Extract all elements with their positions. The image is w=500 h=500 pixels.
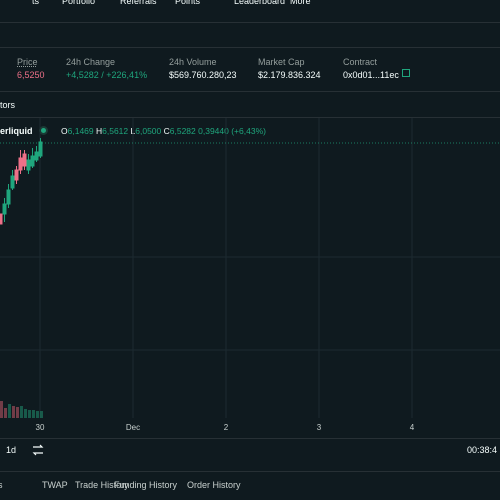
nav-item[interactable]: Referrals	[120, 0, 157, 6]
close: 6,5282	[169, 126, 196, 136]
stat-label: Contract	[343, 57, 378, 67]
tab[interactable]: Funding History	[114, 480, 178, 490]
divider	[0, 438, 500, 439]
label: O	[61, 126, 68, 136]
divider	[0, 117, 500, 118]
x-tick-label: 3	[316, 423, 322, 432]
stat-label: Market Cap	[258, 57, 305, 67]
external-link-icon[interactable]	[402, 69, 410, 77]
nav-item[interactable]: Portfolio	[62, 0, 96, 6]
tab[interactable]: s	[0, 480, 3, 490]
tab[interactable]: TWAP	[42, 480, 68, 490]
nav-item[interactable]: Leaderboard	[234, 0, 286, 6]
stat-value: 6,5250	[17, 70, 45, 80]
stat-label: 24h Volume	[169, 57, 217, 67]
stat-label: 24h Change	[66, 57, 116, 67]
stat-value: $2.179.836.324	[258, 70, 321, 80]
nav-item[interactable]: Points	[175, 0, 201, 6]
nav-item[interactable]: More	[290, 0, 311, 6]
x-tick-label: 30	[35, 423, 45, 432]
status-icon	[39, 126, 48, 135]
stat-value: +4,5282 / +226,41%	[66, 70, 148, 80]
label: C	[163, 126, 170, 136]
divider	[0, 471, 500, 472]
x-tick-label: 4	[409, 423, 415, 432]
label: H	[96, 126, 103, 136]
open: 6,1469	[67, 126, 94, 136]
divider	[0, 22, 500, 23]
tab[interactable]: Trade History	[75, 480, 129, 490]
clock: 00:38:4	[467, 445, 498, 455]
indicators-button[interactable]: tors	[0, 100, 16, 110]
x-tick-label: 2	[223, 423, 229, 432]
stat-value: $569.760.280,23	[169, 70, 237, 80]
legend-name: erliquid	[0, 126, 33, 136]
interval-button[interactable]: 1d	[6, 445, 17, 455]
high: 6,5612	[102, 126, 129, 136]
divider	[0, 91, 500, 92]
stat-label: Price	[17, 57, 38, 67]
x-tick-label: Dec	[125, 423, 141, 432]
compare-icon[interactable]	[31, 443, 45, 457]
nav-item[interactable]: ts	[32, 0, 40, 6]
price-chart	[0, 118, 500, 418]
divider	[0, 47, 500, 48]
change: 0,39440 (+6,43%)	[198, 126, 266, 136]
low: 6,0500	[135, 126, 162, 136]
stat-value: 0x0d01...11ec	[343, 70, 399, 80]
tab[interactable]: Order History	[187, 480, 241, 490]
